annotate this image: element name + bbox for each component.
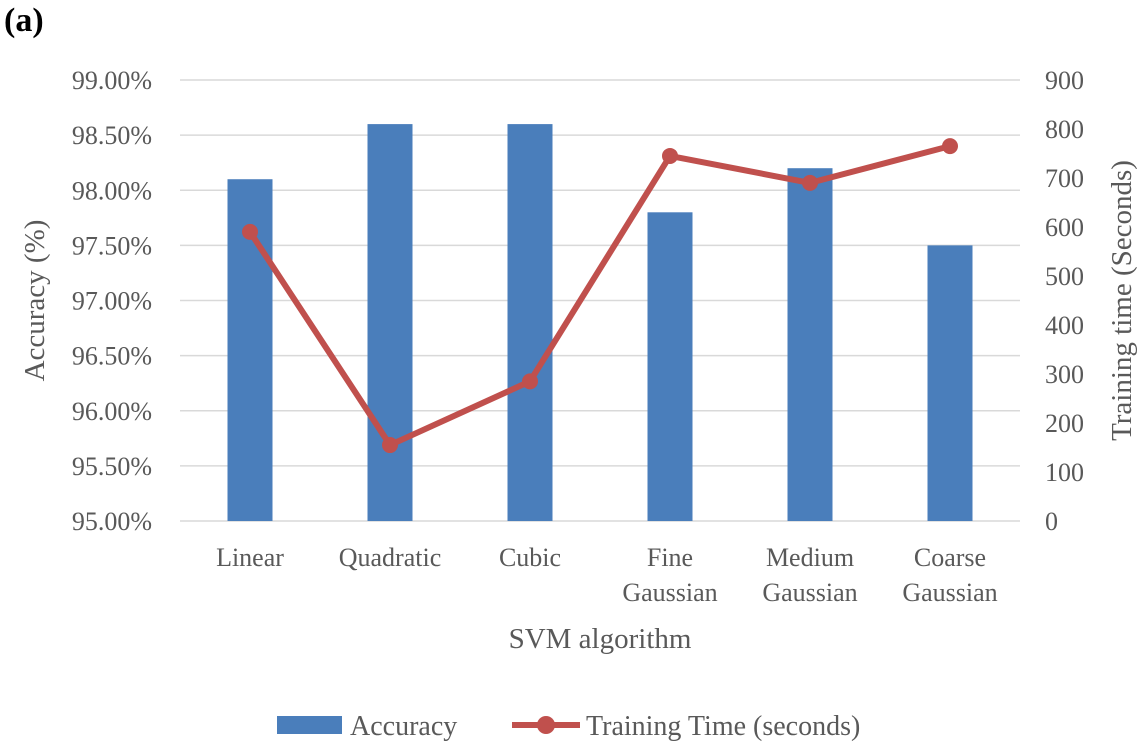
right-tick-label: 200 [1045,409,1084,438]
left-tick-label: 99.00% [72,66,152,95]
left-axis-title: Accuracy (%) [19,220,51,382]
training-time-line [242,138,958,454]
category-label: Coarse [914,543,986,572]
category-labels: Linear Quadratic Cubic Fine Gaussian Medium Ga… [216,543,998,607]
accuracy-bar [787,168,833,521]
right-tick-label: 0 [1045,507,1058,536]
category-label: Quadratic [339,543,442,572]
right-tick-label: 800 [1045,115,1084,144]
right-tick-label: 700 [1045,164,1084,193]
right-tick-label: 400 [1045,311,1084,340]
right-axis-title: Training time (Seconds) [1106,160,1138,441]
legend-label-training-time: Training Time (seconds) [586,711,860,742]
panel-label: (a) [4,2,44,39]
legend-label-accuracy: Accuracy [350,711,457,742]
right-tick-label: 100 [1045,458,1084,487]
category-label: Gaussian [762,578,857,607]
right-tick-label: 300 [1045,360,1084,389]
category-label: Cubic [499,543,561,572]
right-axis-ticks: 0 100 200 300 400 500 600 700 800 900 [1045,66,1084,536]
gridlines [180,79,1020,522]
accuracy-bar [647,212,693,522]
left-tick-label: 97.00% [72,287,152,316]
left-tick-label: 95.00% [72,507,152,536]
left-tick-label: 98.00% [72,176,152,205]
legend-marker-training-time [537,716,555,734]
left-tick-label: 95.50% [72,452,152,481]
left-tick-label: 97.50% [72,231,152,260]
right-tick-label: 600 [1045,213,1084,242]
legend: Accuracy Training Time (seconds) [277,711,860,742]
category-label: Medium [766,543,854,572]
training-time-point [942,138,958,155]
category-label: Gaussian [902,578,997,607]
x-axis-title: SVM algorithm [509,623,692,655]
left-axis-ticks: 95.00% 95.50% 96.00% 96.50% 97.00% 97.50% 98.0… [72,66,152,536]
training-time-point [662,147,678,164]
category-label: Gaussian [622,578,717,607]
left-tick-label: 96.00% [72,397,152,426]
training-time-point [522,373,538,390]
left-tick-label: 96.50% [72,342,152,371]
category-label: Linear [216,543,284,572]
legend-swatch-accuracy [277,716,342,734]
training-time-point [802,174,818,191]
accuracy-bar [367,124,413,521]
training-time-point [242,223,258,240]
training-time-series-line [247,143,951,449]
category-label: Fine [647,543,693,572]
right-tick-label: 500 [1045,262,1084,291]
left-tick-label: 98.50% [72,121,152,150]
accuracy-bar [927,245,973,521]
accuracy-bar [507,124,553,521]
accuracy-bars [227,124,973,522]
training-time-point [382,437,398,454]
right-tick-label: 900 [1045,66,1084,95]
